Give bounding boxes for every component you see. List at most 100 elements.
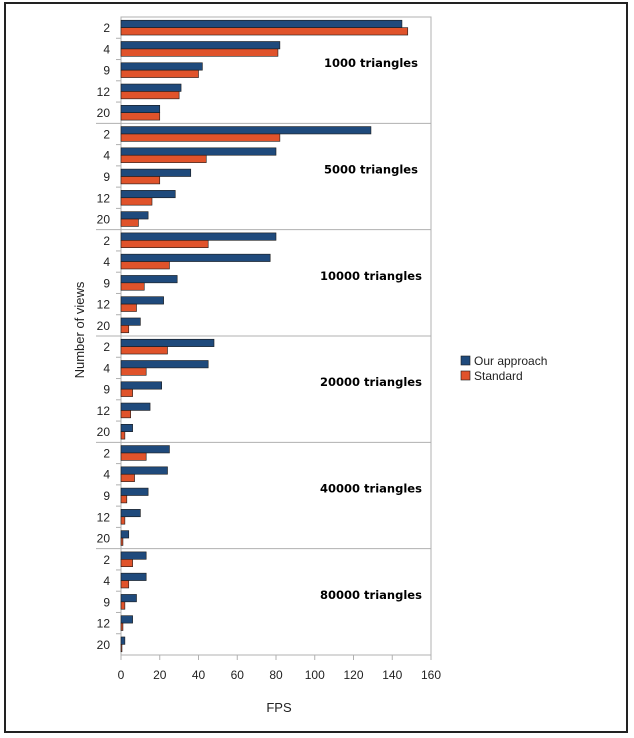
category-label: 4 <box>103 361 110 375</box>
category-label: 9 <box>103 383 110 397</box>
bar-standard <box>120 112 161 121</box>
y-axis-title: Number of views <box>72 281 87 378</box>
category-label: 20 <box>97 425 111 439</box>
category-label: 20 <box>97 106 111 120</box>
bar-our-approach <box>120 41 281 50</box>
bar-standard <box>120 388 133 397</box>
category-label: 2 <box>103 127 110 141</box>
x-tick-label: 160 <box>421 668 441 682</box>
bar-standard <box>120 431 126 440</box>
x-tick-label: 20 <box>153 668 167 682</box>
bar-our-approach <box>120 423 133 432</box>
bar-our-approach <box>120 381 162 390</box>
bar-standard <box>120 537 124 546</box>
bar-standard <box>120 558 133 567</box>
x-tick-label: 40 <box>192 668 206 682</box>
group-label: 20000 triangles <box>320 375 422 389</box>
category-label: 12 <box>97 404 111 418</box>
bar-standard <box>120 367 147 376</box>
bar-standard <box>120 580 130 589</box>
bar-our-approach <box>120 636 126 645</box>
bar-standard <box>120 69 199 78</box>
bar-standard <box>120 91 180 100</box>
category-label: 2 <box>103 553 110 567</box>
bar-our-approach <box>120 296 164 305</box>
bar-standard <box>120 516 126 525</box>
bar-standard <box>120 473 135 482</box>
bar-our-approach <box>120 19 403 28</box>
bar-standard <box>120 303 137 312</box>
bar-standard <box>120 644 123 653</box>
x-tick-label: 100 <box>305 668 325 682</box>
bar-standard <box>120 154 207 163</box>
bar-standard <box>120 452 147 461</box>
category-label: 12 <box>97 191 111 205</box>
bar-standard <box>120 325 130 334</box>
x-axis-title: FPS <box>266 700 292 715</box>
category-label: 2 <box>103 21 110 35</box>
category-label: 2 <box>103 234 110 248</box>
category-label: 4 <box>103 574 110 588</box>
bars <box>120 19 409 653</box>
bar-our-approach <box>120 168 192 177</box>
x-tick-label: 80 <box>269 668 283 682</box>
bar-standard <box>120 622 124 631</box>
bar-our-approach <box>120 147 277 156</box>
bar-our-approach <box>120 232 277 241</box>
bar-our-approach <box>120 275 178 284</box>
bar-standard <box>120 601 126 610</box>
category-label: 4 <box>103 255 110 269</box>
category-label: 4 <box>103 468 110 482</box>
bar-our-approach <box>120 105 161 114</box>
bar-our-approach <box>120 338 215 347</box>
bar-standard <box>120 495 128 504</box>
category-label: 12 <box>97 510 111 524</box>
bar-our-approach <box>120 466 168 475</box>
category-label: 2 <box>103 340 110 354</box>
bar-our-approach <box>120 530 130 539</box>
bar-our-approach <box>120 317 141 326</box>
group-label: 5000 triangles <box>324 163 418 177</box>
group-label: 80000 triangles <box>320 588 422 602</box>
bar-our-approach <box>120 487 149 496</box>
category-label: 20 <box>97 532 111 546</box>
bar-our-approach <box>120 83 182 92</box>
bar-standard <box>120 176 161 185</box>
category-label: 20 <box>97 638 111 652</box>
bar-standard <box>120 240 209 249</box>
legend-swatch-standard <box>460 370 471 381</box>
bar-our-approach <box>120 211 149 220</box>
group-label: 40000 triangles <box>320 482 422 496</box>
bar-standard <box>120 261 170 270</box>
bar-our-approach <box>120 445 170 454</box>
category-label: 9 <box>103 64 110 78</box>
category-label: 12 <box>97 298 111 312</box>
x-axis: 0 20 40 60 80 100 120 140 160 <box>118 655 441 682</box>
bar-standard <box>120 197 153 206</box>
category-label: 20 <box>97 319 111 333</box>
x-tick-label: 60 <box>231 668 245 682</box>
bar-our-approach <box>120 360 209 369</box>
x-tick-label: 0 <box>118 668 125 682</box>
legend-swatch-our-approach <box>460 355 471 366</box>
category-label: 9 <box>103 276 110 290</box>
category-label: 12 <box>97 85 111 99</box>
bar-our-approach <box>120 190 176 199</box>
category-label: 2 <box>103 446 110 460</box>
bar-standard <box>120 27 409 36</box>
category-label: 4 <box>103 42 110 56</box>
bar-standard <box>120 218 139 227</box>
bar-standard <box>120 346 168 355</box>
x-tick-label: 140 <box>382 668 402 682</box>
bar-our-approach <box>120 126 372 135</box>
legend-label-our-approach: Our approach <box>474 354 547 368</box>
bar-standard <box>120 410 131 419</box>
bar-our-approach <box>120 594 137 603</box>
legend-label-standard: Standard <box>474 369 523 383</box>
category-label: 9 <box>103 489 110 503</box>
category-label: 9 <box>103 170 110 184</box>
group-label: 10000 triangles <box>320 269 422 283</box>
group-label: 1000 triangles <box>324 56 418 70</box>
